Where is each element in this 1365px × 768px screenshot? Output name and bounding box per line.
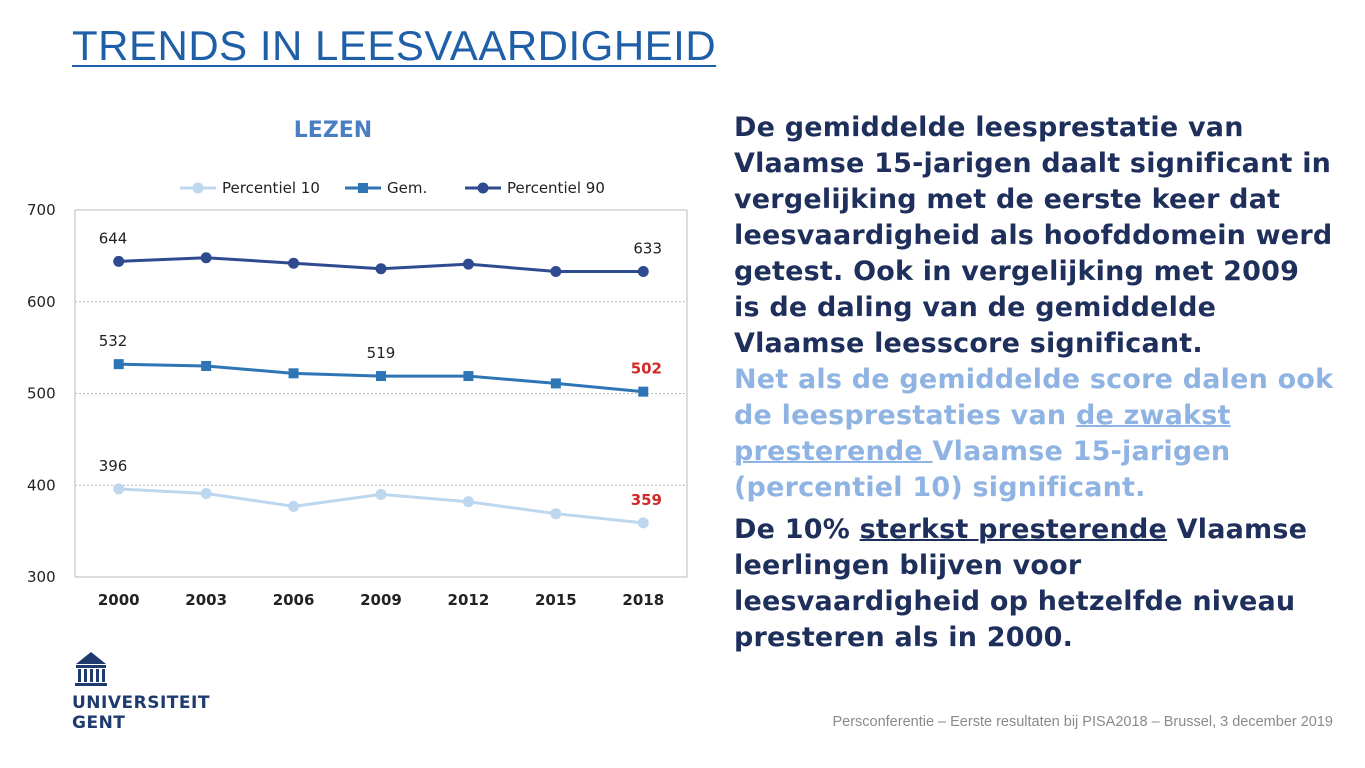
page-title: TRENDS IN LEESVAARDIGHEID xyxy=(72,22,717,69)
text-paragraph-3: De 10% sterkst presterende Vlaamse leerl… xyxy=(734,512,1334,656)
logo-line-1: UNIVERSITEIT xyxy=(72,693,210,713)
point-gem-2003 xyxy=(201,360,212,371)
point-p10-2018 xyxy=(637,517,649,529)
point-gem-2006 xyxy=(288,368,299,379)
point-p90-2003 xyxy=(200,252,212,264)
x-tick-2012: 2012 xyxy=(448,591,490,609)
point-p90-2015 xyxy=(550,265,562,277)
y-tick-700: 700 xyxy=(27,201,56,219)
data-label-p10-2000: 396 xyxy=(99,457,128,475)
legend-label-p90: Percentiel 90 xyxy=(507,179,605,197)
y-tick-500: 500 xyxy=(27,385,56,403)
y-tick-600: 600 xyxy=(27,293,56,311)
point-p90-2009 xyxy=(375,263,387,275)
chart-title: LEZEN xyxy=(294,118,372,143)
legend-marker-gem xyxy=(358,183,368,193)
text-paragraph-2: Net als de gemiddelde score dalen ook de… xyxy=(734,362,1334,506)
data-label-gem-2000: 532 xyxy=(99,332,128,350)
y-axis: 300 400 500 600 700 xyxy=(27,201,56,586)
point-p10-2000 xyxy=(113,483,125,495)
point-p10-2003 xyxy=(200,488,212,500)
x-tick-2003: 2003 xyxy=(185,591,227,609)
legend-marker-p90 xyxy=(477,182,489,194)
y-tick-400: 400 xyxy=(27,476,56,494)
footer-caption: Persconferentie – Eerste resultaten bij … xyxy=(832,714,1333,730)
p2-underlined: de zwakst presterende xyxy=(734,400,1231,467)
university-building-icon xyxy=(75,652,107,686)
point-gem-2000 xyxy=(113,359,124,370)
point-gem-2018 xyxy=(638,386,649,397)
x-tick-2018: 2018 xyxy=(622,591,664,609)
data-label-p10-2018: 359 xyxy=(631,491,662,509)
p2-text-after: Vlaamse 15-jarigen (percentiel 10) signi… xyxy=(734,436,1231,503)
point-gem-2009 xyxy=(376,371,386,382)
data-labels: 396 359 532 519 502 644 633 xyxy=(99,229,662,508)
x-tick-2006: 2006 xyxy=(273,591,315,609)
chart-legend: Percentiel 10 Gem. Percentiel 90 xyxy=(180,179,605,197)
reading-trend-chart: LEZEN Percentiel 10 Gem. Percentiel 90 300… xyxy=(27,118,688,609)
chart-grid xyxy=(74,209,688,578)
point-p90-2000 xyxy=(113,255,125,267)
data-label-p90-2000: 644 xyxy=(99,229,128,247)
p3-text-before: De 10% xyxy=(734,514,860,545)
point-p10-2009 xyxy=(375,488,387,500)
data-label-gem-2009: 519 xyxy=(367,344,396,362)
logo-line-2: GENT xyxy=(72,713,126,733)
data-label-p90-2018: 633 xyxy=(633,239,662,257)
legend-label-gem: Gem. xyxy=(387,179,427,197)
point-gem-2015 xyxy=(550,378,561,389)
text-paragraph-1: De gemiddelde leesprestatie van Vlaamse … xyxy=(734,112,1333,359)
point-p10-2015 xyxy=(550,508,562,520)
legend-marker-p10 xyxy=(192,182,204,194)
y-tick-300: 300 xyxy=(27,568,56,586)
point-p10-2012 xyxy=(462,496,474,508)
x-axis: 2000 2003 2006 2009 2012 2015 2018 xyxy=(98,591,664,609)
point-p90-2006 xyxy=(288,257,300,269)
x-tick-2000: 2000 xyxy=(98,591,140,609)
x-tick-2009: 2009 xyxy=(360,591,402,609)
p2-text-before: Net als de gemiddelde score dalen ook de… xyxy=(734,364,1334,431)
p3-text-after: Vlaamse leerlingen blijven voor leesvaar… xyxy=(734,514,1308,653)
p3-underlined: sterkst presterende xyxy=(859,514,1168,545)
point-p90-2018 xyxy=(637,265,649,277)
point-p90-2012 xyxy=(462,258,474,270)
point-p10-2006 xyxy=(288,500,300,512)
legend-label-p10: Percentiel 10 xyxy=(222,179,320,197)
x-tick-2015: 2015 xyxy=(535,591,577,609)
point-gem-2012 xyxy=(463,371,474,382)
data-label-gem-2018: 502 xyxy=(631,360,662,378)
chart-series xyxy=(113,252,649,529)
university-logo-text: UNIVERSITEIT GENT xyxy=(72,693,210,733)
